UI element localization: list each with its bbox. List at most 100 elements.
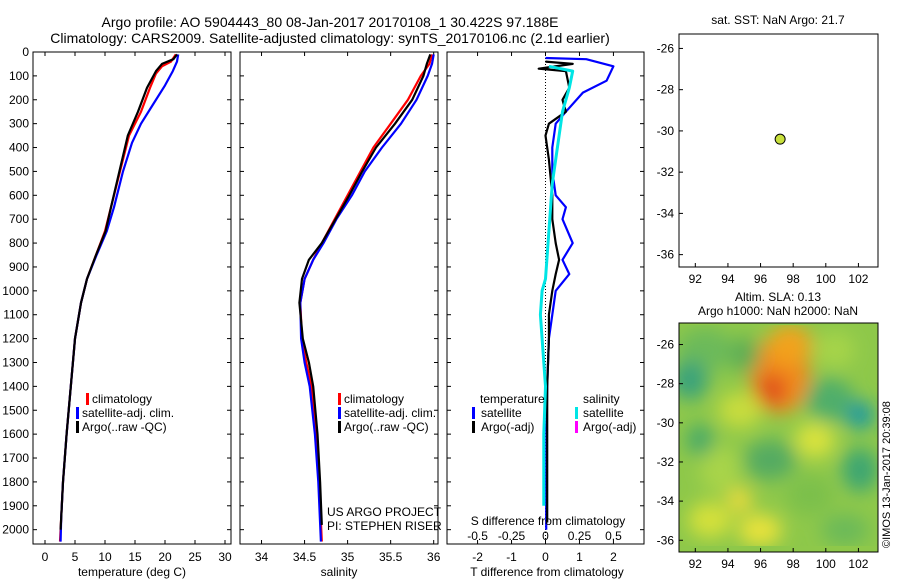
- legend-swatch-s-satellite: [575, 407, 578, 419]
- legend-swatch-climatology: [338, 393, 341, 405]
- figure-title-line1: Argo profile: AO 5904443_80 08-Jan-2017 …: [101, 14, 559, 30]
- x-tick-label: -1: [506, 550, 517, 564]
- map-x-tick-label: 94: [721, 272, 735, 286]
- legend-swatch-satellite: [338, 407, 341, 419]
- legend-label-s-argo: Argo(-adj): [583, 420, 636, 434]
- legend-label-satellite: satellite-adj. clim.: [344, 406, 436, 420]
- x-tick-label: 25: [188, 550, 202, 564]
- salinity-legend: climatology satellite-adj. clim. Argo(..…: [338, 392, 436, 434]
- legend-label-s-satellite: satellite: [583, 406, 624, 420]
- depth-tick-label: 1900: [2, 499, 29, 513]
- legend-swatch-argo: [76, 421, 79, 433]
- depth-tick-label: 1100: [3, 308, 29, 322]
- series-line-s-satellite: [538, 64, 575, 506]
- map-y-tick-label: -34: [657, 206, 675, 220]
- sla-map-title-line2: Argo h1000: NaN h2000: NaN: [698, 304, 858, 318]
- depth-tick-label: 500: [9, 164, 29, 178]
- series-line-satellite-adj-clim-: [299, 54, 435, 542]
- s-diff-tick-label: -0.25: [498, 529, 526, 543]
- map-y-tick-label: -32: [657, 165, 675, 179]
- legend-label-satellite: satellite-adj. clim.: [82, 406, 174, 420]
- depth-tick-label: 900: [9, 260, 29, 274]
- legend-heading-salinity: salinity: [583, 392, 620, 406]
- depth-tick-label: 1500: [2, 403, 29, 417]
- s-diff-tick-label: 0: [542, 529, 549, 543]
- x-tick-label: 5: [72, 550, 79, 564]
- salinity-axis-title: salinity: [321, 565, 358, 579]
- project-annotation: US ARGO PROJECT: [327, 505, 442, 519]
- map-x-tick-label: 92: [689, 272, 703, 286]
- depth-tick-label: 1000: [2, 284, 29, 298]
- s-difference-axis-title: S difference from climatology: [471, 514, 626, 528]
- map-x-tick-label: 98: [787, 557, 801, 571]
- x-tick-label: 15: [128, 550, 142, 564]
- depth-tick-label: 300: [9, 117, 29, 131]
- x-tick-label: 0: [42, 550, 49, 564]
- depth-tick-label: 200: [9, 93, 29, 107]
- x-tick-label: 36: [427, 550, 441, 564]
- legend-label-t-argo: Argo(-adj): [481, 420, 534, 434]
- map-y-tick-label: -36: [657, 533, 675, 547]
- sst-map-panel: [678, 33, 879, 268]
- x-tick-label: 35.5: [379, 550, 403, 564]
- legend-swatch-t-argo: [472, 421, 475, 433]
- s-diff-tick-label: -0.5: [467, 529, 488, 543]
- depth-tick-label: 2000: [2, 523, 29, 537]
- legend-label-climatology: climatology: [92, 392, 152, 406]
- depth-tick-label: 400: [9, 141, 29, 155]
- x-tick-label: 34.5: [293, 550, 317, 564]
- temperature-panel: [32, 51, 232, 545]
- depth-tick-label: 700: [9, 212, 29, 226]
- map-y-tick-label: -32: [657, 455, 675, 469]
- argo-location-marker: [774, 133, 786, 145]
- depth-tick-label: 1300: [2, 355, 29, 369]
- temperature-axis-title: temperature (deg C): [78, 565, 186, 579]
- series-line-argo-raw-qc-: [298, 54, 432, 525]
- legend-swatch-climatology: [86, 393, 89, 405]
- map-y-tick-label: -36: [657, 248, 675, 262]
- x-tick-label: 35: [341, 550, 355, 564]
- legend-label-argo: Argo(..raw -QC): [344, 420, 429, 434]
- map-x-tick-label: 96: [754, 272, 768, 286]
- x-tick-label: 1: [576, 550, 583, 564]
- depth-tick-label: 1800: [2, 475, 29, 489]
- depth-tick-label: 800: [9, 236, 29, 250]
- figure-title-line2: Climatology: CARS2009. Satellite-adjuste…: [50, 30, 610, 46]
- x-tick-label: 10: [98, 550, 112, 564]
- salinity-panel: [239, 51, 439, 545]
- x-tick-label: 30: [218, 550, 232, 564]
- map-x-tick-label: 100: [816, 272, 836, 286]
- legend-label-climatology: climatology: [344, 392, 404, 406]
- x-tick-label: 34: [255, 550, 269, 564]
- map-x-tick-label: 102: [848, 272, 868, 286]
- x-tick-label: -2: [472, 550, 483, 564]
- legend-swatch-s-argo: [575, 421, 578, 433]
- x-tick-label: 0: [542, 550, 549, 564]
- t-difference-axis-title: T difference from climatology: [470, 565, 624, 579]
- map-x-tick-label: 92: [689, 557, 703, 571]
- legend-label-argo: Argo(..raw -QC): [82, 420, 167, 434]
- map-x-tick-label: 96: [754, 557, 768, 571]
- map-x-tick-label: 100: [816, 557, 836, 571]
- sla-map-panel: [678, 322, 879, 553]
- depth-tick-label: 0: [22, 45, 29, 59]
- map-x-tick-label: 98: [787, 272, 801, 286]
- map-x-tick-label: 102: [848, 557, 868, 571]
- x-tick-label: 2: [610, 550, 617, 564]
- sla-heatmap: [679, 323, 878, 552]
- map-y-tick-label: -28: [657, 83, 675, 97]
- map-y-tick-label: -34: [657, 494, 675, 508]
- legend-swatch-t-satellite: [472, 407, 475, 419]
- map-x-tick-label: 94: [721, 557, 735, 571]
- sst-map-title: sat. SST: NaN Argo: 21.7: [711, 13, 845, 27]
- x-tick-label: 20: [158, 550, 172, 564]
- map-y-tick-label: -26: [657, 41, 675, 55]
- depth-tick-label: 600: [9, 188, 29, 202]
- sla-map-title-line1: Altim. SLA: 0.13: [735, 290, 821, 304]
- series-line-argo-raw-qc-: [59, 53, 178, 530]
- s-diff-tick-label: 0.5: [605, 529, 622, 543]
- series-line-t-argo-adj-: [537, 60, 574, 523]
- depth-tick-label: 1700: [2, 451, 29, 465]
- legend-heading-temperature: temperature: [480, 392, 545, 406]
- map-y-tick-label: -30: [657, 416, 675, 430]
